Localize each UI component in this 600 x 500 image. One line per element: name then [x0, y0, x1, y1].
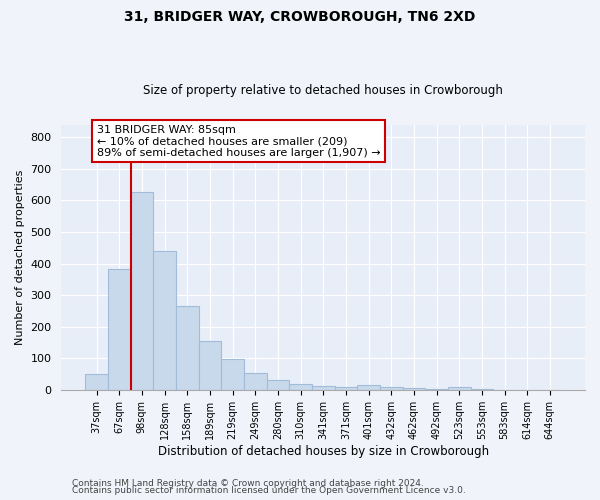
Bar [448, 388, 470, 390]
Bar [108, 269, 131, 390]
Y-axis label: Number of detached properties: Number of detached properties [15, 170, 25, 345]
Bar [312, 386, 335, 390]
Bar [199, 341, 221, 390]
Bar [335, 386, 357, 390]
Text: 31 BRIDGER WAY: 85sqm
← 10% of detached houses are smaller (209)
89% of semi-det: 31 BRIDGER WAY: 85sqm ← 10% of detached … [97, 124, 380, 158]
Bar [289, 384, 312, 390]
Text: 31, BRIDGER WAY, CROWBOROUGH, TN6 2XD: 31, BRIDGER WAY, CROWBOROUGH, TN6 2XD [124, 10, 476, 24]
Text: Contains public sector information licensed under the Open Government Licence v3: Contains public sector information licen… [72, 486, 466, 495]
Bar [221, 359, 244, 390]
Text: Contains HM Land Registry data © Crown copyright and database right 2024.: Contains HM Land Registry data © Crown c… [72, 478, 424, 488]
Bar [244, 373, 266, 390]
Bar [153, 251, 176, 390]
Bar [85, 374, 108, 390]
Bar [403, 388, 425, 390]
Bar [425, 389, 448, 390]
Bar [380, 388, 403, 390]
Title: Size of property relative to detached houses in Crowborough: Size of property relative to detached ho… [143, 84, 503, 97]
Bar [266, 380, 289, 390]
Bar [357, 385, 380, 390]
Bar [470, 389, 493, 390]
Bar [131, 192, 153, 390]
Bar [176, 306, 199, 390]
X-axis label: Distribution of detached houses by size in Crowborough: Distribution of detached houses by size … [158, 444, 489, 458]
